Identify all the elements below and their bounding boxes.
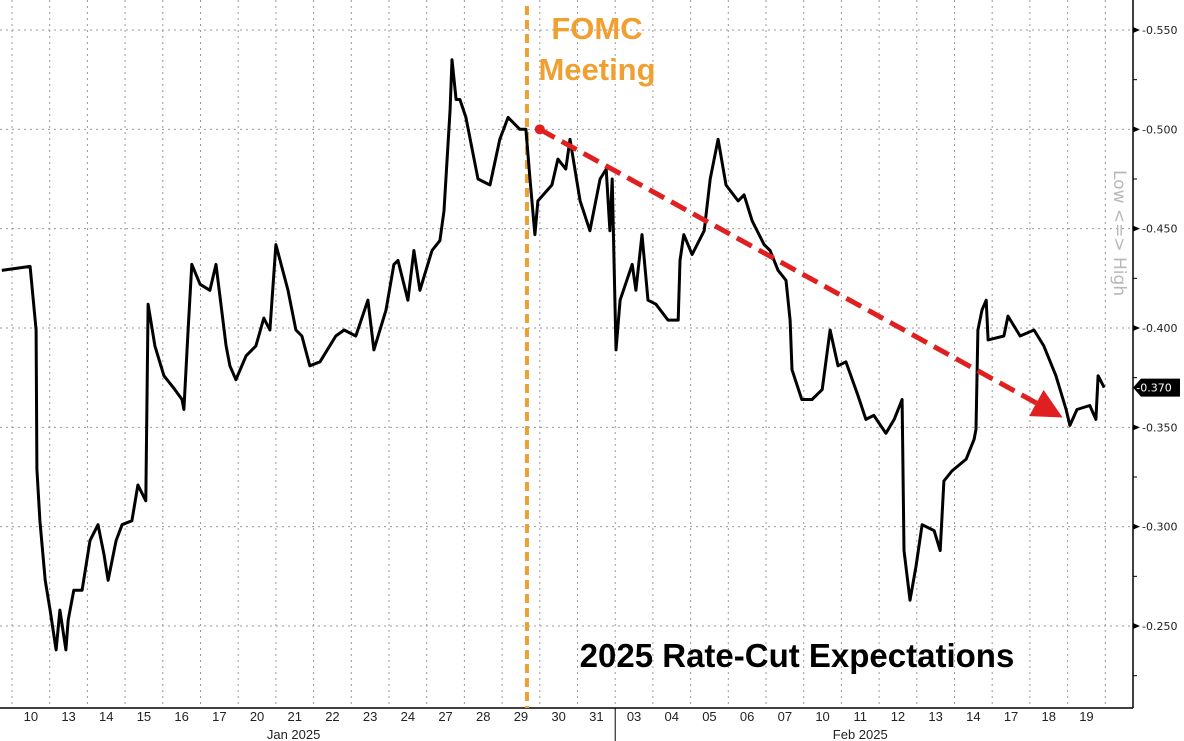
month-label: Jan 2025 (267, 727, 321, 741)
y-tick-label: -0.500 (1142, 123, 1177, 136)
x-tick-label: 21 (288, 709, 302, 724)
y-tick-label: -0.400 (1142, 322, 1177, 335)
fomc-label-line2: Meeting (538, 52, 655, 87)
month-label: Feb 2025 (833, 727, 888, 741)
grid (0, 0, 1133, 708)
x-tick-label: 31 (589, 709, 603, 724)
last-value-badge-bg (1133, 378, 1180, 397)
y-tick-label: -0.250 (1142, 620, 1177, 633)
x-tick-label: 19 (1079, 709, 1093, 724)
x-tick-label: 29 (514, 709, 528, 724)
x-tick-label: 12 (891, 709, 905, 724)
x-tick-label: 14 (966, 709, 980, 724)
trend-arrow (538, 127, 1063, 418)
last-value-badge: -0.370 (1133, 378, 1180, 397)
x-tick-label: 27 (438, 709, 452, 724)
x-tick-label: 03 (627, 709, 641, 724)
y-tick-mark (1133, 225, 1140, 232)
fomc-label-line1: FOMC (551, 11, 642, 46)
x-tick-label: 11 (854, 709, 868, 724)
y-tick-mark (1133, 325, 1140, 332)
y-tick-mark (1133, 126, 1140, 133)
x-tick-label: 24 (401, 709, 415, 724)
x-tick-label: 16 (174, 709, 188, 724)
x-tick-label: 05 (702, 709, 716, 724)
x-tick-label: 18 (1042, 709, 1056, 724)
x-tick-label: 13 (928, 709, 942, 724)
x-tick-label: 04 (665, 709, 679, 724)
x-tick-label: 13 (61, 709, 75, 724)
chart-title: 2025 Rate-Cut Expectations (580, 637, 1015, 674)
y-tick-label: -0.300 (1142, 521, 1177, 534)
y-tick-mark (1133, 623, 1140, 630)
y-axis-side-label: Low <=> High (1109, 170, 1129, 296)
y-tick-label: -0.550 (1142, 24, 1177, 37)
y-tick-mark (1133, 523, 1140, 530)
x-tick-label: 17 (1004, 709, 1018, 724)
x-tick-label: 15 (137, 709, 151, 724)
x-tick-label: 06 (740, 709, 754, 724)
x-tick-label: 30 (551, 709, 565, 724)
x-tick-label: 14 (99, 709, 113, 724)
y-tick-label: -0.450 (1142, 223, 1177, 236)
x-tick-label: 07 (778, 709, 792, 724)
x-tick-label: 17 (212, 709, 226, 724)
y-tick-mark (1133, 27, 1140, 33)
x-tick-label: 22 (325, 709, 339, 724)
axes (0, 0, 1140, 741)
y-axis-labels: -0.550 -0.500 -0.450 -0.400 -0.350 -0.300 -0.2… (1142, 24, 1177, 633)
x-axis-labels: 10 13 14 15 16 17 20 21 22 23 24 27 28 29 30 31 03 04 05 06… (24, 709, 1094, 741)
series-line (1, 58, 1106, 652)
x-tick-label: 28 (476, 709, 490, 724)
last-value-label: -0.370 (1136, 382, 1171, 395)
y-tick-label: -0.350 (1142, 421, 1177, 434)
x-tick-label: 10 (24, 709, 38, 724)
x-tick-label: 20 (250, 709, 264, 724)
y-tick-mark (1133, 424, 1140, 431)
x-tick-label: 10 (815, 709, 829, 724)
x-tick-label: 23 (363, 709, 377, 724)
